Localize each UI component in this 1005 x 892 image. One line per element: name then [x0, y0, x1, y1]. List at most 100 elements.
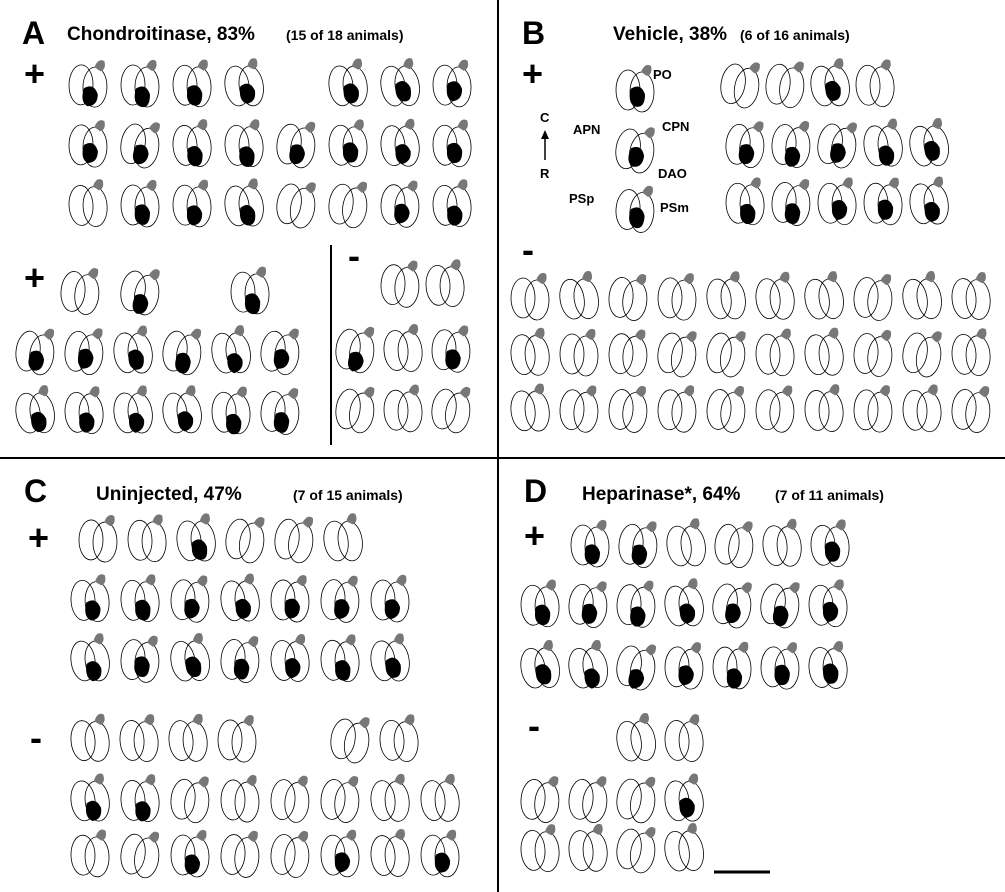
section-part	[534, 604, 551, 626]
section-part	[68, 64, 94, 106]
section	[706, 271, 746, 320]
section-part	[289, 144, 305, 165]
section-part	[733, 67, 760, 109]
section	[380, 180, 420, 228]
section	[615, 185, 655, 233]
section-part	[120, 123, 146, 165]
section-part	[70, 579, 96, 621]
section	[68, 179, 108, 227]
section	[853, 273, 893, 321]
section-part	[92, 521, 118, 563]
section-part	[135, 801, 151, 822]
section	[120, 59, 160, 108]
section	[64, 328, 104, 376]
panel-letter: C	[24, 473, 47, 509]
section	[64, 386, 104, 435]
section	[68, 120, 108, 168]
section-part	[706, 332, 732, 374]
section-part	[822, 601, 839, 622]
section-part	[616, 828, 642, 870]
section-part	[457, 325, 469, 337]
section	[113, 325, 153, 374]
section-part	[235, 598, 251, 619]
sign: -	[30, 717, 42, 758]
section-part	[196, 575, 208, 587]
section	[225, 516, 265, 564]
section-part	[406, 180, 418, 192]
section	[70, 574, 110, 622]
section	[714, 521, 754, 569]
section	[383, 324, 423, 372]
section-part	[136, 385, 147, 397]
section-part	[363, 326, 375, 338]
section-part	[147, 635, 158, 647]
section-part	[737, 641, 749, 653]
section-part	[434, 781, 460, 822]
section-part	[119, 720, 145, 761]
section	[172, 179, 212, 228]
section-part	[608, 277, 634, 318]
section-part	[755, 389, 781, 431]
section-part	[337, 520, 363, 562]
section-part	[190, 328, 202, 340]
section-part	[534, 327, 545, 339]
section-part	[769, 335, 795, 377]
section-part	[585, 385, 597, 397]
section-part	[170, 778, 196, 820]
section-part	[687, 578, 698, 590]
section	[270, 574, 310, 623]
section-part	[616, 645, 642, 686]
section-part	[915, 336, 942, 378]
section-part	[31, 411, 47, 433]
section	[168, 713, 208, 762]
section-part	[247, 178, 258, 190]
section	[810, 519, 850, 568]
section-part	[547, 776, 559, 788]
section-part	[187, 145, 203, 167]
section	[120, 635, 160, 683]
section	[120, 574, 160, 623]
section-part	[445, 349, 461, 370]
section-part	[177, 411, 194, 432]
section	[570, 519, 610, 568]
section-part	[559, 389, 585, 431]
section	[863, 177, 903, 226]
section-part	[832, 641, 844, 653]
section-part	[134, 656, 150, 677]
section-part	[630, 832, 656, 874]
section	[260, 328, 300, 376]
section-part	[828, 327, 839, 339]
section	[666, 518, 706, 567]
section	[559, 385, 599, 433]
section	[616, 713, 656, 762]
section-part	[152, 514, 163, 526]
section	[120, 269, 160, 316]
section-part	[568, 778, 594, 820]
section-part	[450, 259, 461, 271]
section-part	[845, 122, 857, 134]
section-part	[853, 389, 879, 431]
section-part	[270, 779, 296, 820]
section-part	[370, 835, 396, 876]
section	[765, 61, 805, 109]
section-part	[284, 782, 310, 823]
section-part	[247, 58, 258, 70]
section	[657, 273, 697, 321]
axis-label: C	[540, 110, 550, 125]
section-part	[246, 774, 257, 787]
section-part	[608, 389, 634, 430]
section	[217, 715, 257, 763]
section-part	[932, 176, 944, 188]
section	[568, 776, 608, 823]
section-part	[784, 203, 801, 225]
section-part	[459, 386, 471, 398]
section-part	[244, 293, 261, 315]
section-part	[680, 525, 706, 567]
section-part	[335, 328, 361, 370]
section	[172, 59, 212, 108]
section-part	[689, 518, 700, 530]
section-part	[616, 778, 642, 820]
section	[804, 384, 844, 432]
section-part	[397, 331, 423, 372]
section	[520, 579, 560, 628]
